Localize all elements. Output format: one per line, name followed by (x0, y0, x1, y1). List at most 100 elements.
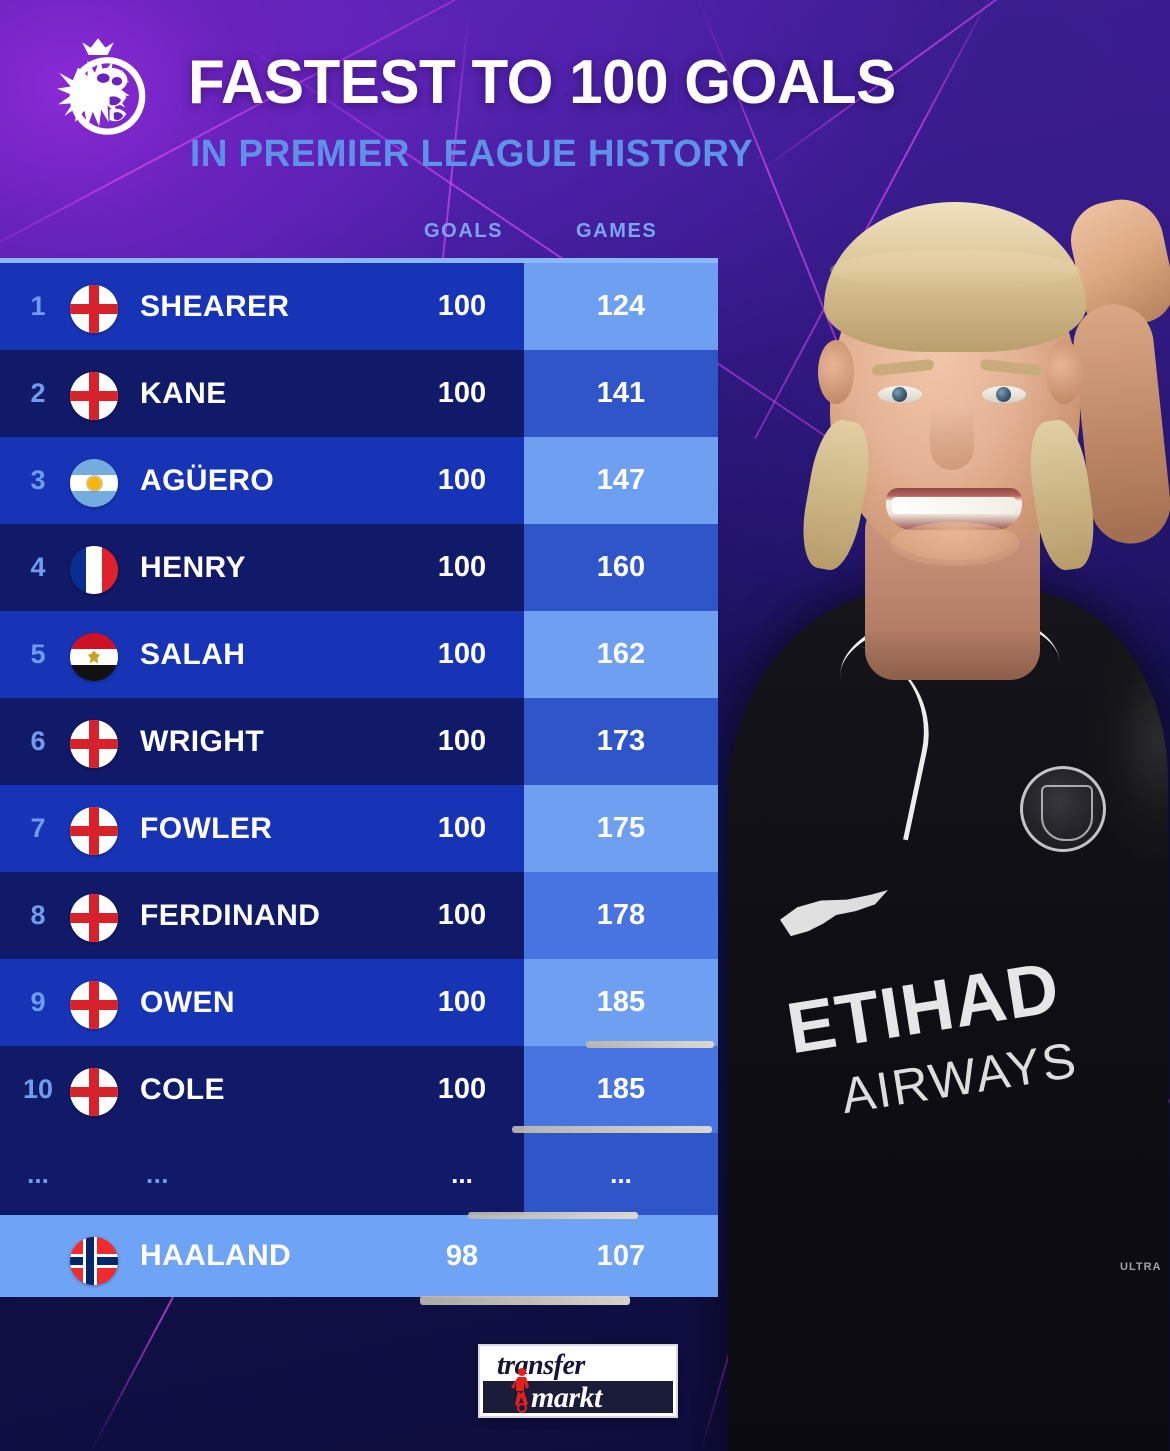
row-rank: 3 (30, 465, 46, 495)
table-row: 1 SHEARER 100 124 (0, 263, 718, 350)
row-goals-value: 100 (437, 725, 487, 757)
ear-left (818, 340, 854, 404)
row-games-cell: ... (524, 1133, 718, 1215)
row-games-cell: 162 (524, 611, 718, 698)
header: FASTEST TO 100 GOALS IN PREMIER LEAGUE H… (0, 0, 896, 250)
row-player-name: HAALAND (140, 1239, 292, 1272)
page-title: FASTEST TO 100 GOALS (188, 48, 896, 117)
row-games-cell: 141 (524, 350, 718, 437)
row-rank: 8 (30, 900, 46, 930)
table-body: 1 SHEARER 100 124 2 KANE 100 141 3 AGÜERO 100 147 4 H… (0, 263, 718, 1297)
row-games-cell: 175 (524, 785, 718, 872)
photo-overlap-flash (586, 1041, 714, 1048)
row-games-value: 175 (596, 812, 646, 844)
table-row: 10 COLE 100 185 (0, 1046, 718, 1133)
row-games-cell: 173 (524, 698, 718, 785)
player-torso (728, 590, 1168, 1451)
flag-icon-england (70, 372, 118, 420)
row-rank: 6 (30, 726, 46, 756)
row-games-value: 162 (596, 638, 646, 670)
row-player-name: FOWLER (140, 811, 273, 845)
row-player-name: HENRY (140, 550, 246, 584)
row-games-value: 107 (596, 1239, 646, 1272)
transfermarkt-logo: transfer markt (478, 1344, 678, 1418)
row-goals-value: 100 (437, 986, 487, 1018)
row-games-cell: 147 (524, 437, 718, 524)
row-goals-value: 100 (437, 899, 487, 931)
table-row: 8 FERDINAND 100 178 (0, 872, 718, 959)
row-player-name: OWEN (140, 985, 235, 1019)
row-goals-value: 100 (437, 638, 487, 670)
flag-icon-france (70, 546, 118, 594)
row-goals-value: 100 (437, 377, 487, 409)
row-goals-value: 100 (437, 464, 487, 496)
row-games-value: 178 (596, 899, 646, 931)
nose (930, 408, 974, 470)
leaderboard-table: GOALS GAMES 1 SHEARER 100 124 2 KANE 100 141 3 AG… (0, 218, 718, 1297)
row-goals-value: 100 (437, 290, 487, 322)
eye-left (878, 386, 922, 403)
row-games-value: 147 (596, 464, 646, 496)
row-games-value: ... (610, 1159, 632, 1189)
row-games-value: 124 (596, 290, 646, 322)
flag-icon-england (70, 807, 118, 855)
column-header-games: GAMES (576, 220, 658, 242)
row-games-cell: 178 (524, 872, 718, 959)
chin (890, 522, 1020, 566)
hair-highlight (830, 250, 1080, 290)
player-photo: ETIHAD AIRWAYS ULTRA (690, 90, 1170, 1451)
row-games-cell: 160 (524, 524, 718, 611)
flag-icon-egypt (70, 633, 118, 681)
photo-overlap-flash (468, 1212, 638, 1219)
page-subtitle: IN PREMIER LEAGUE HISTORY (190, 133, 754, 175)
table-row-ellipsis: ............ (0, 1133, 718, 1215)
row-games-value: 173 (596, 725, 646, 757)
row-player-name: SALAH (140, 637, 246, 671)
row-goals-value: 100 (437, 551, 487, 583)
sleeve-text: ULTRA (1120, 1261, 1162, 1273)
row-player-name: AGÜERO (140, 463, 275, 497)
row-goals-value: 100 (437, 812, 487, 844)
ear-right (1046, 340, 1082, 404)
manchester-city-badge (1020, 766, 1106, 852)
table-row-highlighted: HAALAND 98 107 (0, 1215, 718, 1297)
table-top-divider (0, 258, 718, 263)
flag-icon-england (70, 894, 118, 942)
row-rank: 7 (30, 813, 46, 843)
row-rank: ... (27, 1159, 49, 1189)
table-row: 5 SALAH 100 162 (0, 611, 718, 698)
row-rank: 4 (30, 552, 46, 582)
row-goals-value: 100 (437, 1073, 487, 1105)
row-games-cell: 124 (524, 263, 718, 350)
row-rank: 1 (30, 291, 46, 321)
premier-league-lion-logo (57, 38, 146, 135)
row-games-cell: 185 (524, 959, 718, 1046)
row-games-cell: 107 (524, 1215, 718, 1297)
row-player-name: FERDINAND (140, 898, 321, 932)
row-rank (0, 1215, 76, 1297)
table-row: 7 FOWLER 100 175 (0, 785, 718, 872)
tm-wordmark-transfer: transfer (497, 1350, 585, 1381)
row-games-cell: 185 (524, 1046, 718, 1133)
column-header-goals: GOALS (424, 220, 504, 242)
row-player-name: ... (146, 1159, 169, 1189)
row-rank: 5 (30, 639, 46, 669)
flag-icon-england (70, 285, 118, 333)
row-player-name: WRIGHT (140, 724, 265, 758)
row-games-value: 160 (596, 551, 646, 583)
tm-wordmark-markt: markt (531, 1381, 602, 1414)
row-player-name: KANE (140, 376, 227, 410)
row-games-value: 185 (596, 986, 646, 1018)
flag-icon-england (70, 1068, 118, 1116)
flag-icon-england (70, 720, 118, 768)
photo-overlap-flash (512, 1126, 712, 1133)
photo-overlap-flash (420, 1296, 630, 1305)
row-goals-value: ... (451, 1159, 473, 1189)
row-rank: 10 (22, 1074, 54, 1104)
table-row: 9 OWEN 100 185 (0, 959, 718, 1046)
row-rank: 9 (30, 987, 46, 1017)
row-games-value: 141 (596, 377, 646, 409)
table-row: 4 HENRY 100 160 (0, 524, 718, 611)
row-player-name: SHEARER (140, 289, 290, 323)
row-rank: 2 (30, 378, 46, 408)
